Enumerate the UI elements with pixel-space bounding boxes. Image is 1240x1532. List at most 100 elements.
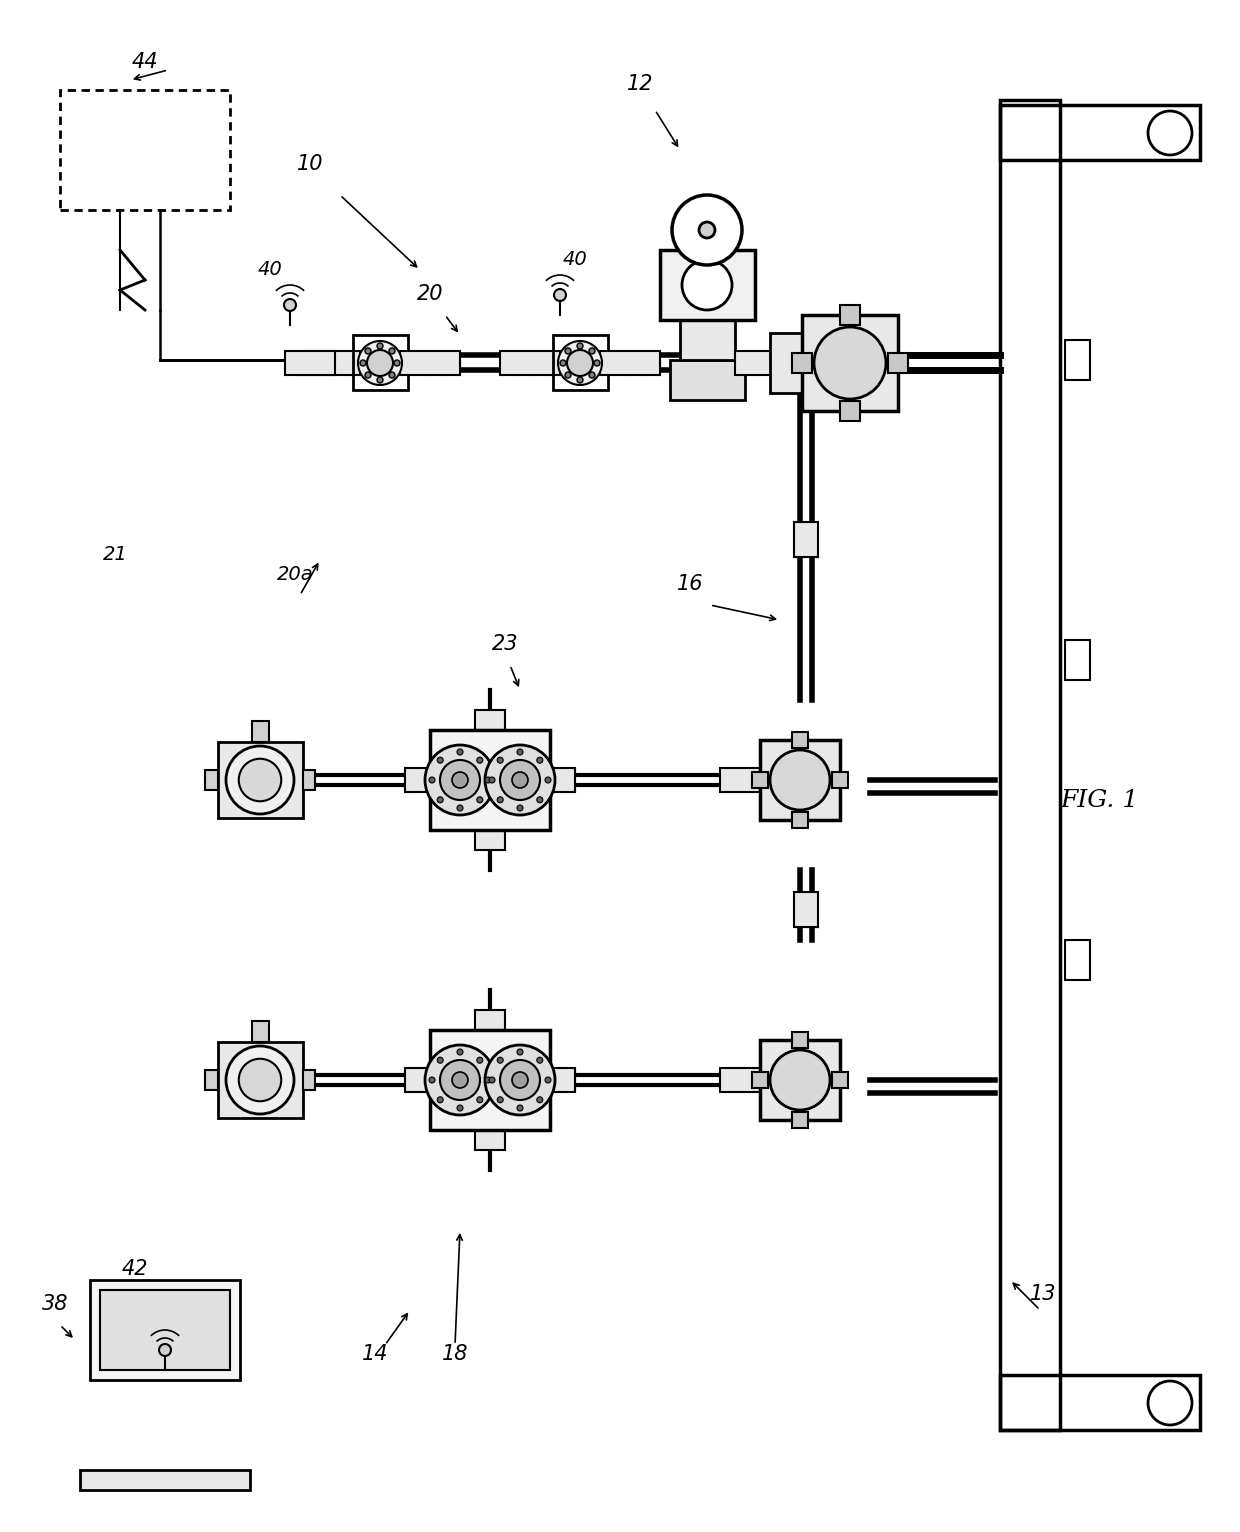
Circle shape — [440, 1060, 480, 1100]
Bar — [999, 100, 1060, 1429]
Bar — [1065, 941, 1090, 980]
Bar — [670, 360, 745, 400]
Bar — [794, 892, 818, 927]
Text: 18: 18 — [441, 1344, 469, 1363]
Circle shape — [577, 377, 583, 383]
Text: FIG. 1: FIG. 1 — [1061, 789, 1140, 812]
Circle shape — [458, 1105, 463, 1111]
Bar — [720, 768, 760, 792]
Text: 12: 12 — [626, 74, 653, 93]
Circle shape — [577, 343, 583, 349]
Bar — [735, 351, 785, 375]
Circle shape — [485, 1077, 491, 1083]
Circle shape — [560, 360, 565, 366]
Circle shape — [512, 1072, 528, 1088]
Bar — [430, 731, 551, 830]
Bar — [751, 1072, 768, 1088]
Bar — [792, 732, 808, 748]
Circle shape — [377, 343, 383, 349]
Circle shape — [477, 1057, 482, 1063]
Circle shape — [497, 797, 503, 803]
Circle shape — [485, 1045, 556, 1115]
Circle shape — [239, 758, 281, 801]
Circle shape — [594, 360, 600, 366]
Bar — [534, 768, 575, 792]
Circle shape — [512, 772, 528, 787]
Circle shape — [477, 797, 482, 803]
Circle shape — [589, 372, 595, 378]
Circle shape — [458, 804, 463, 810]
Text: 14: 14 — [362, 1344, 388, 1363]
Circle shape — [497, 1097, 503, 1103]
Circle shape — [537, 797, 543, 803]
Circle shape — [458, 1049, 463, 1056]
Circle shape — [159, 1344, 171, 1356]
Bar — [720, 1068, 760, 1092]
Circle shape — [537, 1097, 543, 1103]
Circle shape — [485, 745, 556, 815]
Circle shape — [546, 1077, 551, 1083]
Bar — [300, 351, 360, 375]
Text: 21: 21 — [103, 545, 128, 564]
Circle shape — [489, 777, 495, 783]
Circle shape — [453, 1072, 467, 1088]
Circle shape — [458, 749, 463, 755]
Text: 16: 16 — [677, 574, 703, 594]
Circle shape — [429, 777, 435, 783]
Text: 40: 40 — [563, 250, 588, 270]
Bar — [475, 1131, 505, 1151]
Bar — [751, 772, 768, 787]
Circle shape — [377, 377, 383, 383]
Bar — [217, 1042, 303, 1118]
Text: 44: 44 — [131, 52, 159, 72]
Bar — [353, 336, 408, 391]
Circle shape — [517, 804, 523, 810]
Circle shape — [438, 1097, 443, 1103]
Bar — [841, 401, 859, 421]
Text: 13: 13 — [1030, 1284, 1056, 1304]
Bar — [888, 354, 908, 372]
Bar — [534, 1068, 575, 1092]
Circle shape — [477, 1097, 482, 1103]
Text: 10: 10 — [296, 155, 324, 175]
Bar — [794, 522, 818, 558]
Circle shape — [453, 772, 467, 787]
Circle shape — [813, 326, 887, 398]
Bar — [792, 1112, 808, 1128]
Circle shape — [367, 349, 393, 375]
Bar — [475, 709, 505, 731]
Circle shape — [497, 1057, 503, 1063]
Circle shape — [226, 1046, 294, 1114]
Circle shape — [1148, 1380, 1192, 1425]
Bar — [205, 769, 217, 791]
Bar — [792, 354, 812, 372]
Circle shape — [394, 360, 401, 366]
Circle shape — [517, 1105, 523, 1111]
Bar — [475, 1010, 505, 1030]
Circle shape — [438, 757, 443, 763]
Circle shape — [440, 760, 480, 800]
Circle shape — [517, 1049, 523, 1056]
Circle shape — [565, 348, 570, 354]
Bar — [841, 305, 859, 325]
Circle shape — [239, 1059, 281, 1102]
Bar — [252, 1020, 269, 1042]
Circle shape — [554, 290, 565, 300]
Circle shape — [497, 757, 503, 763]
Bar — [680, 320, 735, 360]
Circle shape — [565, 372, 570, 378]
Circle shape — [365, 348, 371, 354]
Bar — [792, 1033, 808, 1048]
Bar — [999, 106, 1200, 159]
Circle shape — [672, 195, 742, 265]
Circle shape — [537, 757, 543, 763]
Bar — [1065, 640, 1090, 680]
Bar — [760, 740, 839, 820]
Text: 20: 20 — [417, 283, 443, 303]
Bar — [832, 772, 848, 787]
Circle shape — [389, 372, 396, 378]
Bar — [660, 250, 755, 320]
Circle shape — [429, 1077, 435, 1083]
Circle shape — [1148, 110, 1192, 155]
Bar — [405, 1068, 445, 1092]
